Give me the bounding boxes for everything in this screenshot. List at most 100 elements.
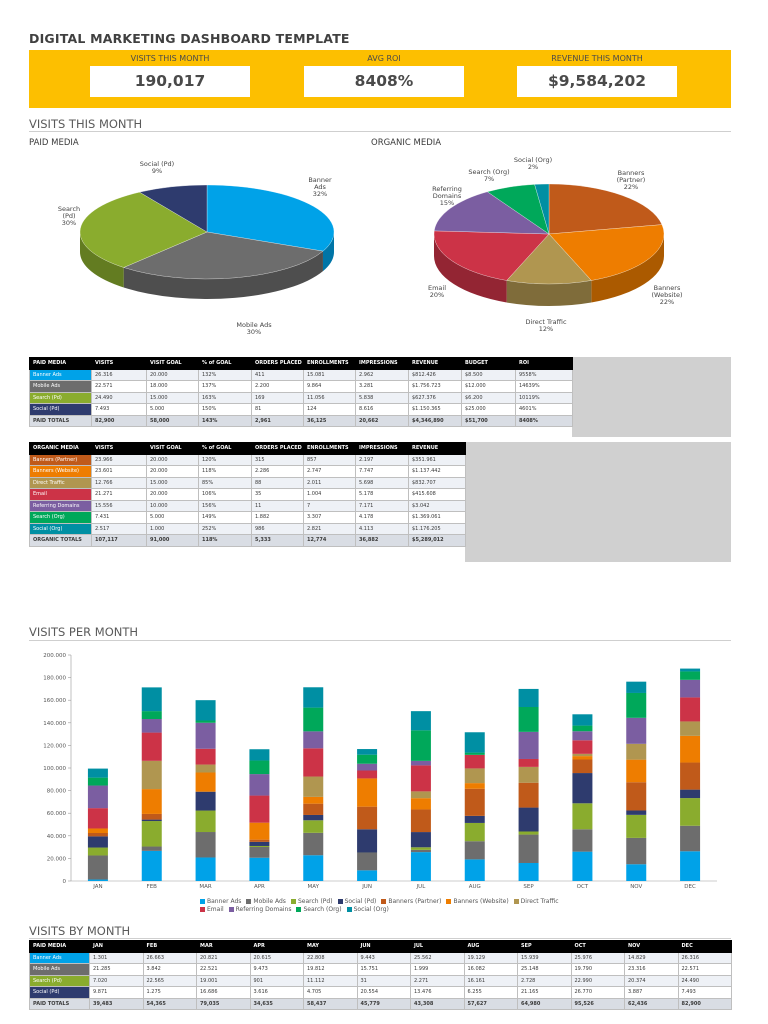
legend-swatch	[228, 907, 234, 912]
row-label: Search (Org)	[29, 511, 92, 524]
table-cell: 20.000	[146, 465, 199, 478]
bar-segment	[195, 720, 216, 723]
bar-segment	[680, 679, 701, 698]
bar-segment	[303, 803, 324, 815]
kpi-roi: AVG ROI 8408%	[304, 50, 464, 97]
totals-cell: 54,365	[142, 997, 197, 1010]
bar-segment	[464, 859, 485, 881]
bar-segment	[680, 789, 701, 799]
bar-segment	[680, 697, 701, 722]
totals-cell: $51,700	[461, 414, 516, 427]
table-cell: $1.150.365	[408, 403, 462, 416]
totals-cell: 107,117	[91, 534, 147, 547]
legend-swatch	[513, 899, 519, 904]
x-tick-label: DEC	[684, 884, 696, 890]
totals-cell: 91,000	[146, 534, 199, 547]
legend-swatch	[246, 899, 252, 904]
row-label: Social (Org)	[29, 522, 92, 535]
kpi-label: AVG ROI	[367, 54, 401, 63]
pie-slice	[534, 183, 550, 235]
paid-media-pie-chart: Banner Ads 32% Mobile Ads 30% Search (Pd) 30% So…	[58, 160, 335, 336]
legend-label: Mobile Ads	[253, 898, 286, 905]
bar-segment	[626, 814, 647, 838]
legend-swatch	[346, 907, 352, 912]
bar-segment	[141, 821, 162, 847]
bar-segment	[249, 857, 270, 881]
table-cell: 2.286	[251, 465, 304, 478]
legend-item: Banner Ads	[200, 898, 241, 905]
bar-segment	[572, 725, 593, 732]
bar-segment	[464, 841, 485, 860]
table-cell: 2.011	[303, 476, 356, 489]
bar-segment	[249, 845, 270, 848]
section-title-visits-this-month: VISITS THIS MONTH	[29, 117, 143, 131]
bar-segment	[87, 833, 108, 837]
bar-segment	[141, 687, 162, 712]
table-header-cell: JAN	[89, 940, 144, 953]
row-label: Banner Ads	[29, 951, 90, 964]
bar-segment	[518, 862, 539, 881]
visits-by-month-table: PAID MEDIA JAN FEB MAR APR MAY JUN JUL AUG SEP OCT…	[29, 940, 732, 1010]
table-header-cell: % of GOAL	[198, 357, 252, 370]
totals-cell: 43,308	[410, 997, 465, 1010]
table-cell: 4.178	[355, 511, 409, 524]
y-tick-label: 160.000	[43, 698, 66, 704]
bar-segment	[410, 730, 431, 761]
totals-cell: 8408%	[515, 414, 573, 427]
table-cell: 15.939	[517, 951, 572, 964]
table-header-cell: REVENUE	[408, 442, 466, 455]
bar-segment	[518, 831, 539, 835]
legend-item: Direct Traffic	[513, 898, 559, 905]
table-header-cell: DEC	[677, 940, 732, 953]
table-cell: 20.000	[146, 368, 199, 381]
bar-segment	[410, 791, 431, 799]
legend-label: Direct Traffic	[520, 898, 559, 905]
legend-item: Banners (Website)	[446, 898, 509, 905]
table-cell: 5.000	[146, 403, 199, 416]
table-cell: 2.962	[355, 368, 409, 381]
bar-segment	[626, 717, 647, 744]
table-cell: 14639%	[515, 380, 573, 393]
bar-segment	[195, 857, 216, 881]
legend-item: Email	[200, 906, 224, 913]
bar-segment	[518, 807, 539, 832]
table-cell: 7.493	[677, 986, 732, 999]
x-tick-label: MAY	[308, 884, 320, 890]
table-cell: 20.000	[146, 453, 199, 466]
table-cell: 7.493	[91, 403, 147, 416]
table-cell: 25.148	[517, 963, 572, 976]
row-label: Banners (Website)	[29, 465, 92, 478]
bar-segment	[249, 774, 270, 796]
table-cell: 25.562	[410, 951, 465, 964]
table-cell: 149%	[198, 511, 252, 524]
table-header-cell: IMPRESSIONS	[355, 357, 409, 370]
bar-segment	[680, 851, 701, 881]
bar-segment	[464, 788, 485, 816]
legend-swatch	[337, 899, 343, 904]
bar-segment	[357, 763, 378, 771]
bar-segment	[680, 721, 701, 736]
table-cell: 85%	[198, 476, 252, 489]
bar-segment	[195, 764, 216, 773]
paid-media-table: PAID MEDIA VISITS VISIT GOAL% of GOAL ORDER…	[29, 357, 573, 427]
x-tick-label: JUN	[361, 884, 372, 890]
bar-segment	[518, 766, 539, 783]
table-cell: 31	[356, 974, 411, 987]
bar-segment	[141, 732, 162, 761]
bar-segment	[195, 772, 216, 792]
table-cell: 9.473	[249, 963, 304, 976]
table-header-cell: MAR	[196, 940, 251, 953]
table-cell: 16.082	[463, 963, 518, 976]
bar-segment	[572, 773, 593, 804]
pie-slice	[548, 224, 665, 281]
table-cell: 15.000	[146, 476, 199, 489]
pie-slice	[79, 192, 208, 268]
bar-segment	[303, 832, 324, 856]
page-title: DIGITAL MARKETING DASHBOARD TEMPLATE	[29, 31, 350, 46]
pie-data-label: Social (Pd) 9%	[140, 160, 174, 175]
table-header-cell: ORDERS PLACED	[251, 442, 304, 455]
bar-segment	[518, 834, 539, 863]
bar-segment	[249, 847, 270, 858]
table-cell: 150%	[198, 403, 252, 416]
legend-swatch	[290, 899, 296, 904]
